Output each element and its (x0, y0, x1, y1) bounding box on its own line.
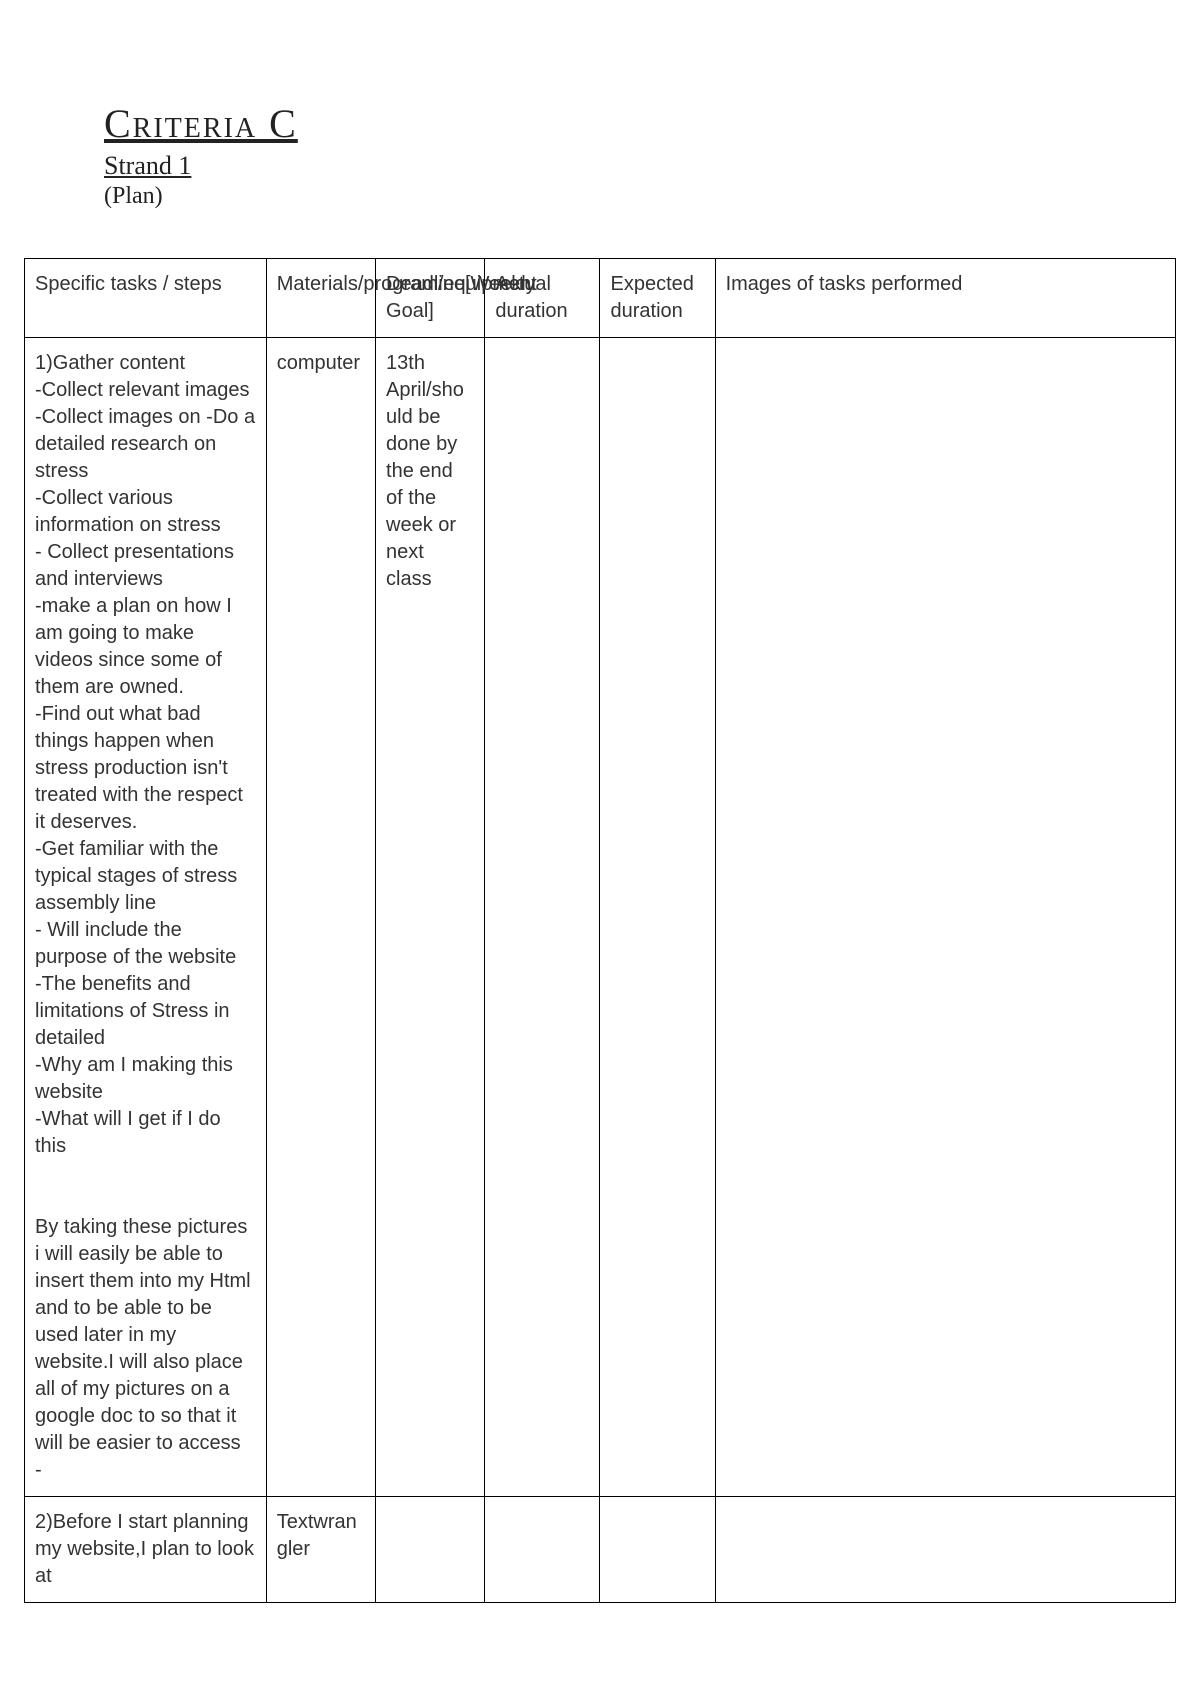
cell-tasks: 2)Before I start planning my website,I p… (25, 1497, 267, 1603)
cell-materials: Textwrangler (266, 1497, 375, 1603)
cell-materials-text: Textwrangler (277, 1509, 365, 1563)
col-header-tasks: Specific tasks / steps (25, 259, 267, 338)
cell-tasks-text: 2)Before I start planning my website,I p… (35, 1509, 256, 1590)
cell-images (715, 1497, 1175, 1603)
plan-label: (Plan) (104, 183, 1176, 210)
strand-title: Strand 1 (104, 151, 1176, 181)
col-header-materials: Materials/program/equipment (266, 259, 375, 338)
cell-actual (485, 338, 600, 1497)
cell-materials-text: computer (277, 350, 365, 377)
table-row: 1)Gather content -Collect relevant image… (25, 338, 1176, 1497)
cell-expected (600, 338, 715, 1497)
cell-actual (485, 1497, 600, 1603)
cell-images (715, 338, 1175, 1497)
cell-materials: computer (266, 338, 375, 1497)
col-header-expected: Expected duration (600, 259, 715, 338)
col-header-actual: Actual duration (485, 259, 600, 338)
col-header-deadline: Deadline[Weekly Goal] (376, 259, 485, 338)
cell-deadline: 13th April/should be done by the end of … (376, 338, 485, 1497)
plan-table: Specific tasks / steps Materials/program… (24, 258, 1176, 1603)
criteria-title: Criteria C (104, 100, 1176, 147)
cell-expected (600, 1497, 715, 1603)
col-header-images: Images of tasks performed (715, 259, 1175, 338)
cell-tasks-text: 1)Gather content -Collect relevant image… (35, 350, 256, 1484)
table-header-row: Specific tasks / steps Materials/program… (25, 259, 1176, 338)
table-row: 2)Before I start planning my website,I p… (25, 1497, 1176, 1603)
document-header: Criteria C Strand 1 (Plan) (24, 100, 1176, 210)
cell-deadline-text: 13th April/should be done by the end of … (386, 350, 474, 593)
cell-deadline (376, 1497, 485, 1603)
cell-tasks: 1)Gather content -Collect relevant image… (25, 338, 267, 1497)
